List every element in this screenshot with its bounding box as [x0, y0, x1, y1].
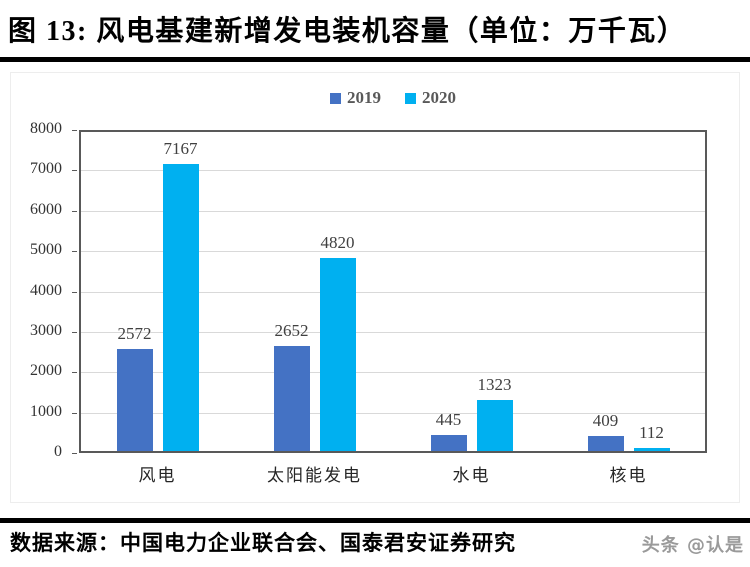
bar-2019-太阳能发电 — [273, 345, 310, 453]
y-axis-tick — [72, 331, 77, 333]
chart-legend: 2019 2020 — [79, 88, 707, 108]
y-axis-tick-label: 3000 — [30, 321, 62, 339]
data-source-text: 数据来源：中国电力企业联合会、国泰君安证券研究 — [10, 531, 516, 555]
gridline — [79, 210, 707, 212]
gridline — [79, 372, 707, 374]
bar-2020-太阳能发电 — [319, 258, 356, 453]
bar-2019-风电 — [116, 349, 153, 453]
legend-swatch-2019 — [330, 92, 341, 104]
bar-value-label: 1323 — [477, 374, 512, 394]
y-axis-tick-label: 8000 — [30, 120, 62, 137]
y-axis-tick — [72, 170, 77, 172]
y-axis-tick-label: 7000 — [30, 160, 62, 178]
y-axis-tick — [72, 130, 77, 131]
bar-2020-核电 — [633, 448, 670, 453]
bar-value-label: 4820 — [320, 233, 355, 253]
y-axis-tick-label: 0 — [54, 443, 62, 460]
y-axis-tick — [72, 372, 77, 374]
y-axis-tick — [72, 412, 77, 414]
legend-label-2020: 2020 — [422, 88, 456, 107]
legend-swatch-2020 — [405, 92, 416, 104]
bar-2019-水电 — [430, 435, 467, 453]
y-axis-tick-label: 1000 — [30, 402, 62, 420]
y-axis-tick — [72, 291, 77, 293]
y-axis-tick — [72, 251, 77, 253]
legend-label-2019: 2019 — [347, 88, 381, 107]
bar-value-label: 7167 — [163, 138, 198, 158]
bar-value-label: 2572 — [117, 324, 152, 344]
x-axis-category-label: 水电 — [452, 466, 491, 485]
bar-value-label: 445 — [435, 410, 462, 430]
y-axis-tick-label: 4000 — [30, 281, 62, 299]
bar-value-label: 2652 — [274, 320, 309, 340]
legend-item-2019: 2019 — [330, 88, 381, 108]
bar-2019-核电 — [587, 436, 624, 453]
gridline — [79, 291, 707, 293]
gridline — [79, 170, 707, 172]
footer-divider-line — [0, 518, 750, 523]
gridline — [79, 331, 707, 333]
gridline — [79, 412, 707, 414]
bar-2020-水电 — [476, 399, 513, 453]
x-axis-category-label: 太阳能发电 — [267, 466, 362, 485]
y-axis-tick-label: 6000 — [30, 200, 62, 218]
gridline — [79, 251, 707, 253]
x-axis-category-label: 核电 — [609, 466, 648, 485]
plot-area-border — [79, 130, 707, 453]
y-axis-tick — [72, 453, 77, 454]
y-axis-tick-label: 2000 — [30, 362, 62, 380]
y-axis-tick — [72, 210, 77, 212]
bar-2020-风电 — [162, 163, 199, 453]
legend-item-2020: 2020 — [405, 88, 456, 108]
chart-title: 图 13: 风电基建新增发电装机容量（单位：万千瓦） — [8, 16, 687, 47]
bar-value-label: 409 — [592, 411, 619, 431]
watermark-text: 头条 @认是 — [641, 535, 744, 556]
y-axis-tick-label: 5000 — [30, 241, 62, 259]
x-axis-category-label: 风电 — [138, 466, 177, 485]
bar-value-label: 112 — [639, 423, 664, 443]
title-divider-line — [0, 57, 750, 62]
